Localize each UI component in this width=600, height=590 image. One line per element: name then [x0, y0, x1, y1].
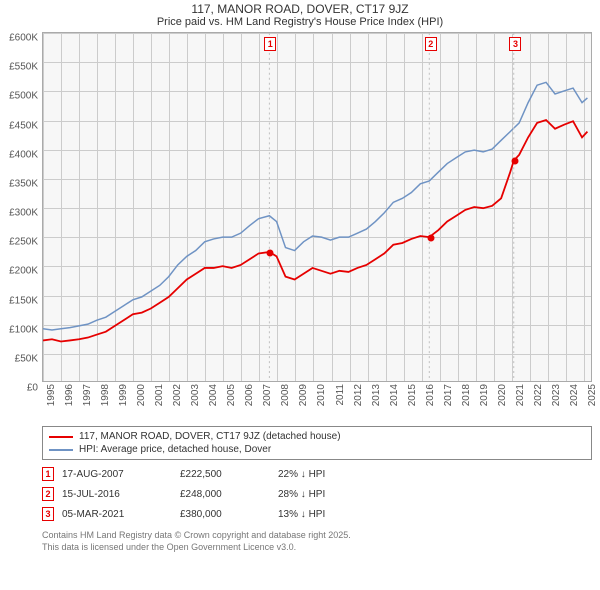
- x-tick-label: 2009: [298, 384, 309, 406]
- sale-marker-box: 1: [264, 37, 276, 51]
- y-tick-label: £300K: [9, 208, 38, 219]
- y-tick-label: £150K: [9, 295, 38, 306]
- footer-line-2: This data is licensed under the Open Gov…: [42, 542, 592, 554]
- x-tick-label: 2014: [389, 384, 400, 406]
- y-tick-label: £50K: [15, 353, 38, 364]
- sale-row-date: 05-MAR-2021: [62, 509, 172, 520]
- series-line-hpi: [43, 82, 587, 330]
- y-tick-label: £400K: [9, 149, 38, 160]
- chart-subtitle: Price paid vs. HM Land Registry's House …: [0, 16, 600, 32]
- legend-label: HPI: Average price, detached house, Dove…: [79, 444, 271, 455]
- x-tick-label: 2012: [353, 384, 364, 406]
- x-tick-label: 2001: [154, 384, 165, 406]
- sale-row-price: £380,000: [180, 509, 270, 520]
- sale-row: 3 05-MAR-2021 £380,000 13% ↓ HPI: [42, 504, 592, 524]
- y-tick-label: £600K: [9, 33, 38, 44]
- chart-container: 117, MANOR ROAD, DOVER, CT17 9JZ Price p…: [0, 0, 600, 590]
- x-tick-label: 1999: [118, 384, 129, 406]
- y-tick-label: £100K: [9, 324, 38, 335]
- legend-item: HPI: Average price, detached house, Dove…: [49, 443, 585, 456]
- y-tick-label: £500K: [9, 91, 38, 102]
- sale-row: 2 15-JUL-2016 £248,000 28% ↓ HPI: [42, 484, 592, 504]
- sale-row-marker: 3: [42, 507, 54, 521]
- chart-title: 117, MANOR ROAD, DOVER, CT17 9JZ: [0, 0, 600, 16]
- x-tick-label: 2010: [316, 384, 327, 406]
- footer-line-1: Contains HM Land Registry data © Crown c…: [42, 530, 592, 542]
- x-tick-label: 1997: [82, 384, 93, 406]
- x-tick-label: 2021: [515, 384, 526, 406]
- x-tick-label: 2011: [335, 384, 346, 406]
- legend-swatch: [49, 436, 73, 438]
- x-axis: 1995 1996 1997 1998 1999 2000 2001 2002 2003 2004…: [42, 382, 592, 422]
- sale-row-delta: 13% ↓ HPI: [278, 509, 398, 520]
- x-tick-label: 2006: [244, 384, 255, 406]
- y-tick-label: £350K: [9, 178, 38, 189]
- sale-row-delta: 22% ↓ HPI: [278, 469, 398, 480]
- series-line-property: [43, 120, 587, 342]
- legend-label: 117, MANOR ROAD, DOVER, CT17 9JZ (detach…: [79, 431, 341, 442]
- sale-row-delta: 28% ↓ HPI: [278, 489, 398, 500]
- x-tick-label: 2013: [371, 384, 382, 406]
- x-tick-label: 2003: [190, 384, 201, 406]
- x-tick-label: 2004: [208, 384, 219, 406]
- y-tick-label: £550K: [9, 62, 38, 73]
- footer-attribution: Contains HM Land Registry data © Crown c…: [42, 530, 592, 553]
- sale-row-price: £222,500: [180, 469, 270, 480]
- sale-marker-dot: [427, 235, 434, 242]
- sale-marker-dot: [512, 158, 519, 165]
- x-tick-label: 2005: [226, 384, 237, 406]
- sale-row-marker: 2: [42, 487, 54, 501]
- x-tick-label: 1998: [100, 384, 111, 406]
- legend: 117, MANOR ROAD, DOVER, CT17 9JZ (detach…: [42, 426, 592, 460]
- x-tick-label: 2020: [497, 384, 508, 406]
- sale-marker-box: 2: [425, 37, 437, 51]
- y-tick-label: £200K: [9, 266, 38, 277]
- x-tick-label: 1996: [64, 384, 75, 406]
- x-tick-label: 2017: [443, 384, 454, 406]
- x-tick-label: 2002: [172, 384, 183, 406]
- sale-row-date: 15-JUL-2016: [62, 489, 172, 500]
- x-tick-label: 1995: [46, 384, 57, 406]
- plot-area: 1 2 3: [42, 32, 592, 382]
- sale-marker-dot: [267, 250, 274, 257]
- x-tick-label: 2019: [479, 384, 490, 406]
- x-tick-label: 2018: [461, 384, 472, 406]
- x-tick-label: 2007: [262, 384, 273, 406]
- sale-marker-box: 3: [509, 37, 521, 51]
- legend-item: 117, MANOR ROAD, DOVER, CT17 9JZ (detach…: [49, 430, 585, 443]
- x-tick-label: 2016: [425, 384, 436, 406]
- sale-row-price: £248,000: [180, 489, 270, 500]
- sale-row: 1 17-AUG-2007 £222,500 22% ↓ HPI: [42, 464, 592, 484]
- x-tick-label: 2023: [551, 384, 562, 406]
- y-tick-label: £0: [27, 383, 38, 394]
- x-tick-label: 2015: [407, 384, 418, 406]
- x-tick-label: 2022: [533, 384, 544, 406]
- sale-row-date: 17-AUG-2007: [62, 469, 172, 480]
- x-tick-label: 2000: [136, 384, 147, 406]
- line-series-svg: [43, 33, 591, 381]
- x-tick-label: 2024: [569, 384, 580, 406]
- x-tick-label: 2025: [587, 384, 598, 406]
- sale-row-marker: 1: [42, 467, 54, 481]
- y-tick-label: £450K: [9, 120, 38, 131]
- y-tick-label: £250K: [9, 237, 38, 248]
- legend-swatch: [49, 449, 73, 451]
- sales-table: 1 17-AUG-2007 £222,500 22% ↓ HPI 2 15-JUL-201…: [42, 464, 592, 524]
- y-axis: £0£50K£100K£150K£200K£250K£300K£350K£400…: [0, 38, 40, 388]
- x-tick-label: 2008: [280, 384, 291, 406]
